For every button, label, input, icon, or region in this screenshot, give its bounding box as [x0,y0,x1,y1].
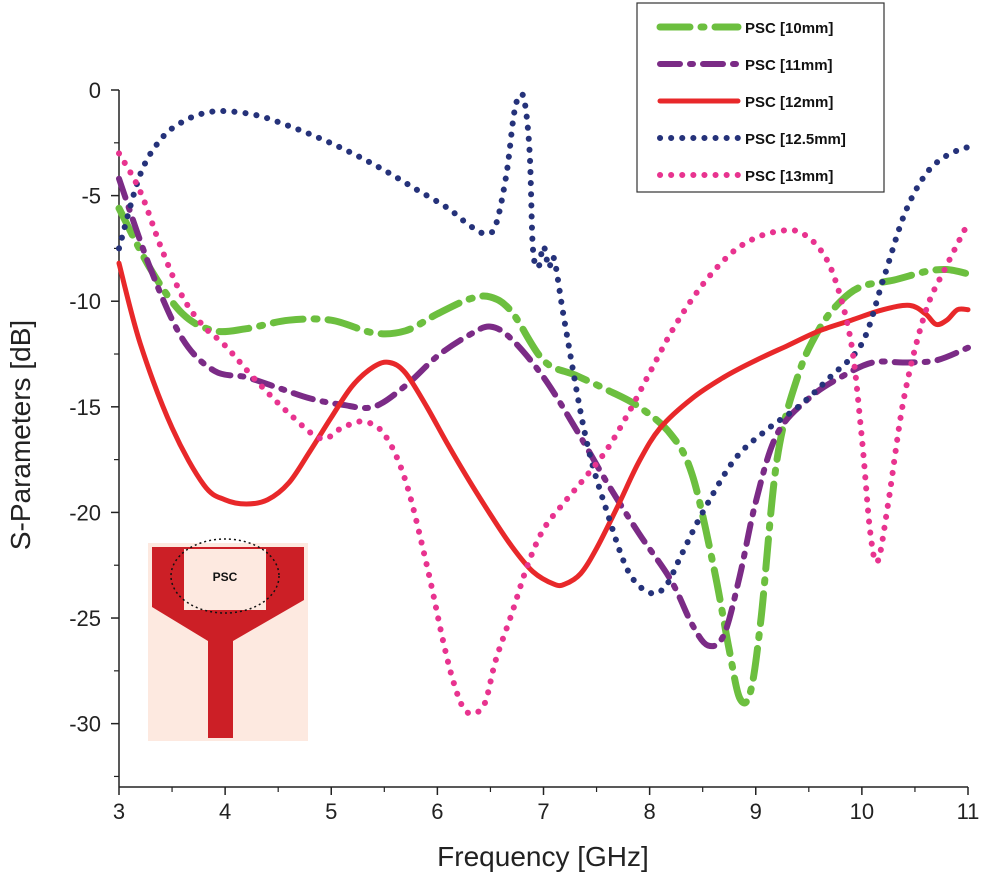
x-tick-label: 7 [537,799,549,824]
x-tick-label: 8 [644,799,656,824]
series-line-3 [116,260,971,589]
x-ticks: 3 4 5 6 7 8 9 10 11 [113,787,980,824]
y-ticks: 0 -5 -10 -15 -20 -25 -30 [69,78,119,778]
y-tick-label: -20 [69,500,101,525]
series-line-4 [116,90,971,597]
y-tick-label: -10 [69,289,101,314]
x-tick-label: 5 [325,799,337,824]
psc-slot [184,549,266,610]
legend-label-3: PSC [12mm] [745,94,833,111]
x-tick-label: 6 [431,799,443,824]
legend-label-2: PSC [11mm] [745,57,833,74]
series-layer [115,90,972,717]
x-tick-label: 3 [113,799,125,824]
y-tick-label: -15 [69,395,101,420]
x-axis-title: Frequency [GHz] [437,841,649,872]
psc-inset-label: PSC [213,570,238,584]
series-line-1 [115,204,972,707]
psc-dotted-circle [170,538,280,614]
x-tick-label: 4 [219,799,231,824]
legend-box [636,2,885,193]
legend-label-1: PSC [10mm] [745,20,833,37]
legend: PSC [10mm] PSC [11mm] PSC [12mm] PSC [12.5m… [636,2,885,193]
x-tick-label: 10 [850,799,874,824]
antenna-inset-image: PSC [148,538,308,741]
x-tick-label: 9 [750,799,762,824]
y-axis-title: S-Parameters [dB] [5,320,36,550]
y-tick-label: -5 [81,184,101,209]
y-tick-label: -25 [69,606,101,631]
y-tick-label: 0 [89,78,101,103]
legend-label-5: PSC [13mm] [745,168,833,185]
legend-label-4: PSC [12.5mm] [745,131,846,148]
y-tick-label: -30 [69,712,101,737]
x-tick-label: 11 [957,799,980,824]
